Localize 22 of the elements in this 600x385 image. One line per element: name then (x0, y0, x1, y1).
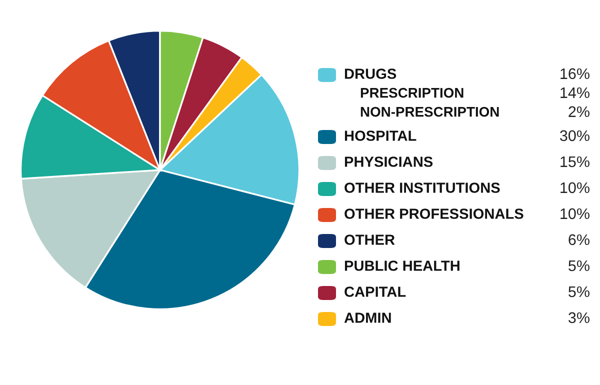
data-label: 5% (568, 260, 590, 272)
legend-label: OTHER INSTITUTIONS (344, 182, 500, 193)
data-label: 10% (560, 208, 590, 220)
data-label: 3% (568, 312, 590, 324)
text: 14% (560, 87, 590, 98)
data-label: 5% (568, 286, 590, 298)
text: PRESCRIPTION (360, 88, 464, 98)
data-label: 6% (568, 234, 590, 246)
legend-label: PHYSICIANS (344, 156, 433, 167)
text: 2% (568, 106, 590, 118)
legend-label: OTHER (344, 234, 395, 245)
data-label: 15% (560, 156, 590, 168)
data-label: 16% (560, 68, 590, 80)
data-label: 10% (560, 182, 590, 194)
legend-label: OTHER PROFESSIONALS (344, 208, 524, 219)
legend-label: DRUGS (344, 68, 396, 79)
legend-label: CAPITAL (344, 286, 406, 297)
data-label: 30% (560, 130, 590, 142)
legend-label: PUBLIC HEALTH (344, 260, 460, 271)
legend-label: HOSPITAL (344, 130, 416, 141)
legend-label: ADMIN (344, 312, 391, 323)
text: NON-PRESCRIPTION (360, 106, 499, 117)
